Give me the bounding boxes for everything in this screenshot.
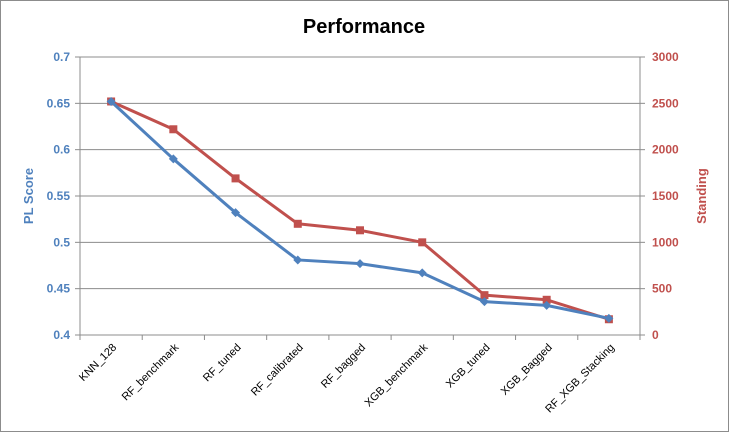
category-label: XGB_tuned: [444, 342, 493, 391]
square-marker: [231, 174, 240, 183]
diamond-marker: [231, 208, 241, 218]
diamond-marker: [542, 300, 552, 310]
chart-title: Performance: [303, 16, 425, 38]
category-label: RF_benchmark: [120, 341, 182, 403]
right-axis-ticks: 0 500 1000 1500 2000 2500 3000: [652, 50, 679, 342]
right-axis-title: Standing: [694, 168, 709, 224]
diamond-marker: [604, 313, 614, 323]
category-label: RF_calibrated: [249, 342, 306, 399]
left-axis-ticks: 0.4 0.45 0.5 0.55 0.6 0.65 0.7: [47, 50, 71, 342]
diamond-marker: [479, 297, 489, 307]
diamond-marker: [355, 259, 365, 269]
left-tick-label: 0.7: [53, 50, 70, 64]
left-tick-label: 0.55: [47, 189, 71, 203]
left-tick-label: 0.5: [53, 235, 70, 249]
left-axis-title: PL Score: [21, 168, 36, 224]
category-label: RF_tuned: [201, 342, 244, 385]
left-tick-label: 0.65: [47, 96, 71, 110]
axes: [75, 56, 645, 340]
right-tick-label: 500: [652, 282, 672, 296]
right-tick-label: 1500: [652, 189, 679, 203]
diamond-marker: [106, 96, 116, 106]
diamond-marker: [293, 255, 303, 265]
square-marker: [542, 295, 551, 304]
square-marker: [356, 226, 364, 235]
category-label: KNN_128: [77, 342, 119, 384]
category-label: XGB_benchmark: [363, 341, 431, 409]
category-labels: KNN_128 RF_benchmark RF_tuned RF_calibrated…: [77, 341, 617, 415]
category-label: RF_bagged: [319, 342, 368, 391]
right-tick-label: 3000: [652, 50, 679, 64]
square-marker: [169, 125, 178, 134]
square-marker: [480, 291, 489, 300]
right-tick-label: 2500: [652, 96, 679, 110]
diamond-marker: [417, 268, 427, 278]
series-line-right: [110, 100, 610, 321]
category-label: RF_XGB_Stacking: [543, 342, 617, 416]
right-tick-label: 1000: [652, 235, 679, 249]
gridlines: [80, 56, 640, 336]
right-tick-label: 2000: [652, 143, 679, 157]
square-marker: [418, 238, 427, 247]
series-layer: [106, 96, 614, 324]
category-label: XGB_Bagged: [499, 342, 555, 398]
series-line-left: [110, 100, 610, 320]
left-tick-label: 0.6: [53, 143, 70, 157]
diamond-marker: [168, 154, 178, 164]
square-marker: [293, 219, 302, 228]
right-tick-label: 0: [652, 328, 659, 342]
left-tick-label: 0.45: [47, 282, 71, 296]
left-tick-label: 0.4: [53, 328, 70, 342]
